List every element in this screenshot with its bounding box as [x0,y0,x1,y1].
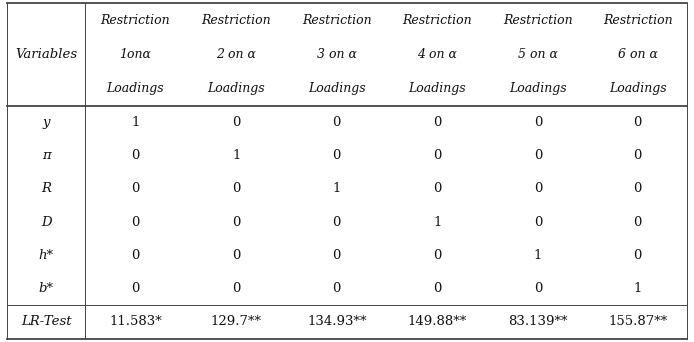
Text: Loadings: Loadings [409,82,466,95]
Text: 0: 0 [131,182,139,195]
Text: Restriction: Restriction [403,14,473,27]
Text: 0: 0 [232,215,240,228]
Text: 0: 0 [534,215,542,228]
Text: Restriction: Restriction [603,14,672,27]
Text: 0: 0 [433,282,441,295]
Text: 149.88**: 149.88** [408,315,467,328]
Text: 0: 0 [634,116,642,129]
Text: 0: 0 [131,282,139,295]
Text: 1: 1 [131,116,139,129]
Text: 0: 0 [332,249,341,262]
Text: 2 on α: 2 on α [216,48,256,61]
Text: Restriction: Restriction [503,14,573,27]
Text: 0: 0 [634,249,642,262]
Text: b*: b* [38,282,53,295]
Text: Loadings: Loadings [208,82,265,95]
Text: 4 on α: 4 on α [418,48,457,61]
Text: Restriction: Restriction [101,14,170,27]
Text: 1: 1 [433,215,441,228]
Text: 0: 0 [332,282,341,295]
Text: Restriction: Restriction [302,14,371,27]
Text: 83.139**: 83.139** [509,315,568,328]
Text: 0: 0 [232,116,240,129]
Text: 11.583*: 11.583* [109,315,162,328]
Text: 0: 0 [534,182,542,195]
Text: 5 on α: 5 on α [518,48,558,61]
Text: h*: h* [38,249,53,262]
Text: 0: 0 [634,149,642,162]
Text: 0: 0 [332,215,341,228]
Text: 0: 0 [433,182,441,195]
Text: 0: 0 [433,149,441,162]
Text: 0: 0 [332,116,341,129]
Text: 0: 0 [534,282,542,295]
Text: 1: 1 [232,149,240,162]
Text: 155.87**: 155.87** [608,315,668,328]
Text: 0: 0 [131,215,139,228]
Text: π: π [42,149,51,162]
Text: Loadings: Loadings [107,82,164,95]
Text: 0: 0 [433,249,441,262]
Text: 0: 0 [433,116,441,129]
Text: 0: 0 [332,149,341,162]
Text: Loadings: Loadings [308,82,366,95]
Text: y: y [42,116,50,129]
Text: 0: 0 [232,182,240,195]
Text: R: R [41,182,51,195]
Text: 0: 0 [232,282,240,295]
Text: 0: 0 [634,215,642,228]
Text: 0: 0 [634,182,642,195]
Text: 129.7**: 129.7** [211,315,262,328]
Text: 1onα: 1onα [119,48,151,61]
Text: Variables: Variables [15,48,77,61]
Text: 1: 1 [634,282,642,295]
Text: Loadings: Loadings [509,82,567,95]
Text: 134.93**: 134.93** [307,315,366,328]
Text: LR-Test: LR-Test [21,315,71,328]
Text: 3 on α: 3 on α [316,48,357,61]
Text: 0: 0 [534,116,542,129]
Text: 0: 0 [534,149,542,162]
Text: Restriction: Restriction [201,14,271,27]
Text: 0: 0 [232,249,240,262]
Text: 0: 0 [131,249,139,262]
Text: 1: 1 [332,182,341,195]
Text: 0: 0 [131,149,139,162]
Text: Loadings: Loadings [609,82,666,95]
Text: 1: 1 [534,249,542,262]
Text: 6 on α: 6 on α [618,48,658,61]
Text: D: D [41,215,51,228]
